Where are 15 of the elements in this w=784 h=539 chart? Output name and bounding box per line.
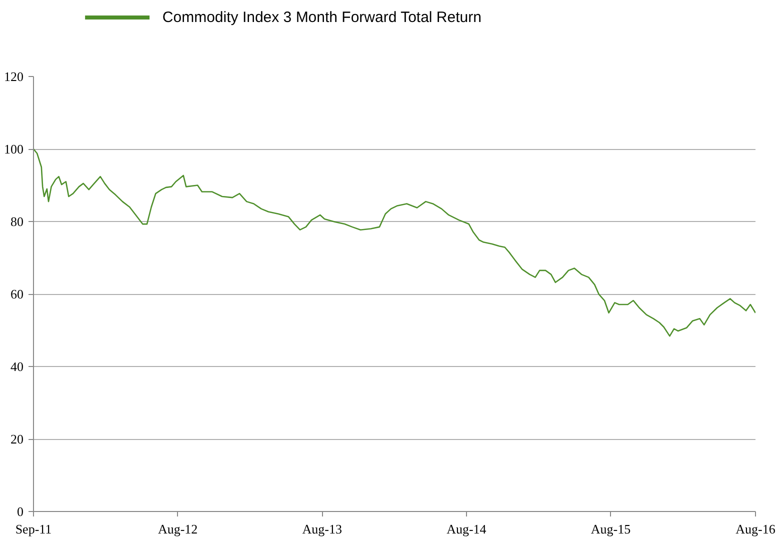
y-tick-label: 60: [10, 286, 24, 302]
y-tick-label: 100: [4, 142, 24, 156]
x-tick-label: Aug-14: [446, 522, 487, 536]
y-tick-label: 40: [10, 359, 24, 374]
x-tick-label: Aug-15: [590, 522, 631, 536]
x-tick-label: Sep-11: [15, 522, 52, 536]
x-tick-label: Aug-13: [302, 522, 342, 536]
x-tick-label: Aug-12: [158, 522, 198, 536]
legend-label: Commodity Index 3 Month Forward Total Return: [162, 9, 482, 26]
y-tick-label: 80: [10, 214, 24, 229]
y-tick-label: 0: [17, 504, 24, 519]
y-tick-label: 120: [4, 69, 24, 84]
y-tick-label: 20: [10, 432, 24, 446]
x-tick-label: Aug-16: [736, 522, 776, 536]
line-series: [34, 148, 756, 337]
